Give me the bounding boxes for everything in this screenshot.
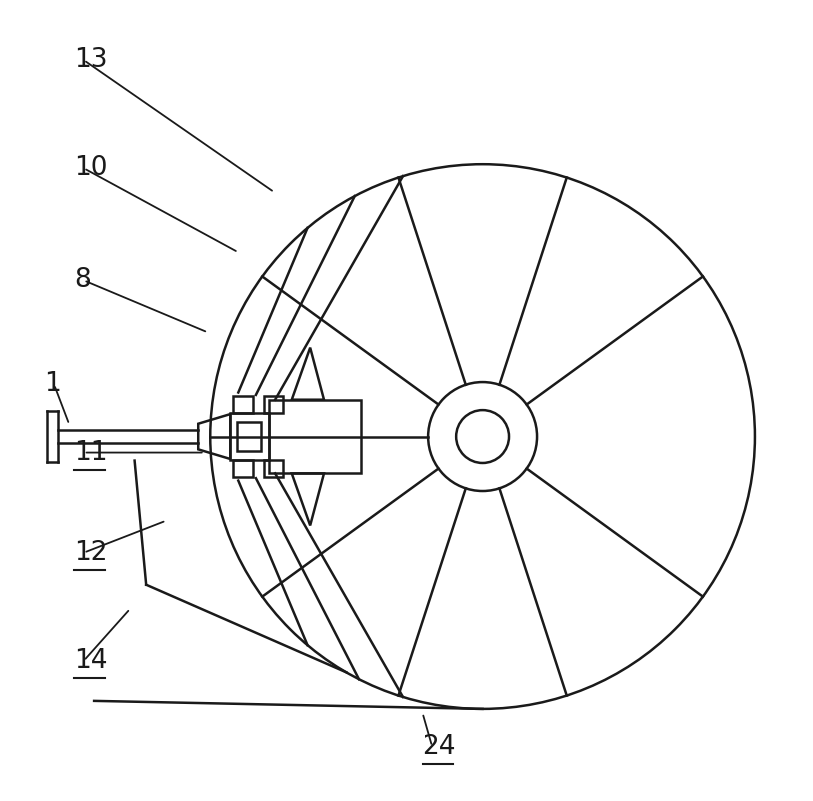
Bar — [264, 396, 283, 413]
Bar — [264, 460, 283, 477]
Bar — [269, 400, 361, 473]
Text: 13: 13 — [74, 47, 107, 73]
Bar — [233, 460, 253, 477]
Text: 10: 10 — [74, 155, 107, 181]
Text: 11: 11 — [74, 440, 107, 465]
Text: 24: 24 — [423, 734, 456, 759]
Text: 1: 1 — [45, 372, 61, 397]
Bar — [233, 396, 253, 413]
Text: 12: 12 — [74, 540, 107, 566]
Bar — [230, 413, 269, 460]
Bar — [237, 422, 261, 451]
Text: 14: 14 — [74, 648, 107, 674]
Text: 8: 8 — [74, 268, 91, 293]
